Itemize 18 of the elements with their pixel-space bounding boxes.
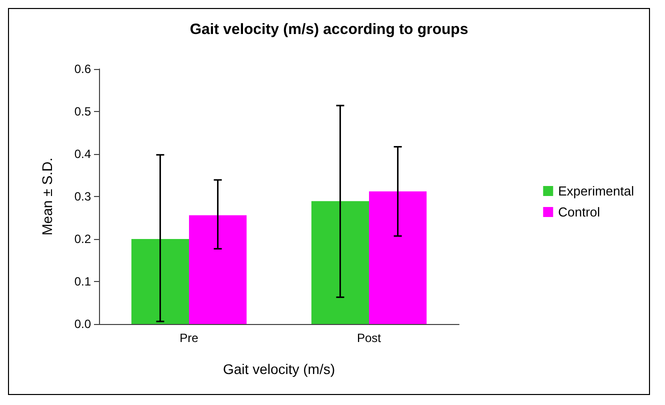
y-axis-title: Mean ± S.D. [39,158,55,236]
bar [131,239,189,324]
bar [189,215,247,324]
bar [311,201,369,324]
y-tick-label: 0.4 [74,147,92,161]
x-tick-label: Post [356,331,382,345]
bar [369,191,427,324]
chart-title: Gait velocity (m/s) according to groups [190,21,468,38]
y-tick-label: 0.0 [74,317,92,331]
y-tick-label: 0.3 [74,190,92,204]
legend-label: Control [558,204,600,220]
x-axis-title: Gait velocity (m/s) [222,361,336,377]
y-tick-label: 0.1 [74,274,92,288]
y-tick-label: 0.6 [74,62,92,76]
y-tick-label: 0.5 [74,104,92,118]
legend-label: Experimental [558,184,634,198]
y-tick-label: 0.2 [74,232,92,246]
x-tick-label: Pre [180,331,199,345]
